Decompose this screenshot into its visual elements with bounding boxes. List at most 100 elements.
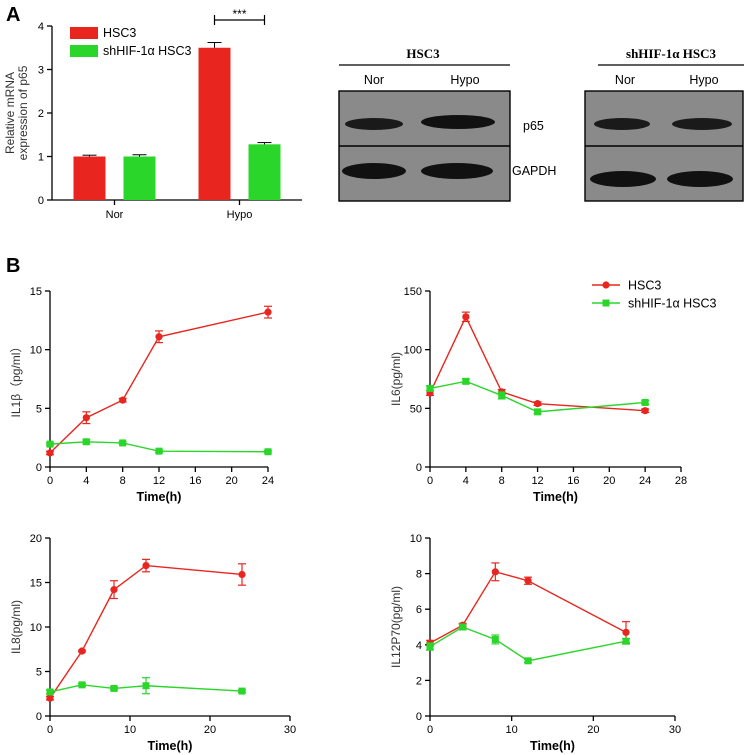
y-axis-label: Relative mRNAexpression of p65	[3, 65, 30, 160]
y-tick-label: 0	[38, 195, 44, 207]
blot-title-hsc3: HSC3	[406, 46, 440, 61]
x-tick-label: 24	[639, 475, 651, 487]
chart-il12: 0 2 4 6 8 10 IL12P70(pg/ml) 0 10 20 30 Time(h)	[389, 533, 681, 753]
data-point	[524, 577, 532, 585]
data-point	[622, 628, 630, 636]
legend-label: HSC3	[628, 279, 661, 293]
band-p65-hypo-2	[672, 118, 732, 130]
x-tick-label: 16	[189, 475, 201, 487]
y-axis-label-line: IL8(pg/ml)	[9, 600, 23, 654]
y-tick-label: 3	[38, 65, 44, 77]
x-tick-label: 10	[506, 724, 518, 736]
x-tick-label: 24	[262, 475, 274, 487]
data-point	[426, 384, 434, 392]
panel-label-b: B	[6, 255, 20, 277]
data-point	[462, 377, 470, 385]
blot-lane-nor: Nor	[364, 73, 384, 87]
data-point	[155, 447, 163, 455]
data-point	[533, 400, 542, 408]
band-label-gapdh: GAPDH	[512, 164, 556, 178]
x-tick-label: 4	[463, 475, 469, 487]
y-tick-label: 0	[416, 462, 422, 474]
y-tick-label: 1	[38, 152, 44, 164]
blot-lane-nor-2: Nor	[615, 73, 635, 87]
x-tick-label: 8	[499, 475, 505, 487]
y-tick-label: 20	[30, 533, 42, 545]
panel-label-a: A	[6, 4, 20, 26]
legend-marker	[602, 281, 610, 289]
x-tick-label: 10	[124, 724, 136, 736]
x-tick-label: 20	[226, 475, 238, 487]
bar	[198, 47, 231, 200]
x-axis-label: Time(h)	[137, 490, 182, 504]
y-tick-label: 150	[404, 286, 422, 298]
x-tick-label: Nor	[106, 209, 124, 221]
data-point	[110, 684, 118, 692]
x-tick-label: 20	[587, 724, 599, 736]
y-tick-label: 2	[416, 675, 422, 687]
x-axis-label: Time(h)	[530, 739, 575, 753]
legend-swatch	[70, 45, 98, 57]
western-blot-shhif: shHIF-1α HSC3 Nor Hypo	[584, 46, 744, 202]
y-tick-label: 0	[36, 711, 42, 723]
band-gapdh-hypo	[421, 163, 493, 179]
y-tick-label: 5	[36, 403, 42, 415]
data-point	[82, 414, 90, 422]
y-tick-label: 10	[30, 622, 42, 634]
x-tick-label: 30	[669, 724, 681, 736]
data-point	[264, 448, 272, 456]
data-point	[264, 308, 272, 316]
y-axis-label: IL12P70(pg/ml)	[389, 586, 403, 668]
y-tick-label: 4	[38, 21, 44, 33]
data-point	[524, 657, 532, 665]
y-tick-label: 100	[404, 345, 422, 357]
x-tick-label: 0	[427, 724, 433, 736]
y-tick-label: 10	[30, 345, 42, 357]
x-tick-label: 16	[567, 475, 579, 487]
y-axis-label: IL1β（pg/ml）	[9, 341, 23, 418]
x-axis-label: Time(h)	[148, 739, 193, 753]
blot-lane-hypo-2: Hypo	[689, 73, 718, 87]
y-axis-label-line: expression of p65	[16, 65, 30, 160]
data-point	[641, 407, 649, 415]
legend-label: shHIF-1α HSC3	[628, 297, 717, 311]
x-tick-label: 12	[531, 475, 543, 487]
data-point	[534, 408, 542, 416]
data-point	[119, 396, 127, 404]
x-tick-label: 20	[204, 724, 216, 736]
x-tick-label: 0	[47, 724, 53, 736]
data-point	[46, 694, 54, 702]
data-point	[78, 681, 86, 689]
x-tick-label: 0	[427, 475, 433, 487]
y-axis-label-line: Relative mRNA	[3, 72, 17, 154]
y-axis-label-line: IL1β（pg/ml）	[9, 341, 23, 418]
y-tick-label: 15	[30, 286, 42, 298]
data-point	[78, 647, 86, 655]
x-tick-label: 4	[83, 475, 89, 487]
western-blot-hsc3: HSC3 Nor Hypo	[338, 46, 511, 202]
data-point	[641, 398, 649, 406]
series-line	[429, 380, 646, 413]
data-point	[238, 687, 246, 695]
data-point	[46, 440, 54, 448]
data-point	[155, 333, 163, 341]
y-axis-label-line: IL6(pg/ml)	[389, 352, 403, 406]
y-tick-label: 10	[410, 533, 422, 545]
data-point	[142, 561, 150, 570]
y-tick-label: 5	[36, 667, 42, 679]
x-tick-label: 0	[47, 475, 53, 487]
data-point	[119, 439, 127, 447]
chart-il6: 0 50 100 150 IL6(pg/ml) 0 4 8 12 16 20 24 28 Time(h) H…	[389, 279, 717, 505]
x-tick-label: 28	[675, 475, 687, 487]
series-line	[429, 315, 646, 412]
data-point	[491, 635, 499, 643]
y-tick-label: 6	[416, 604, 422, 616]
data-point	[142, 682, 150, 690]
bar	[123, 156, 156, 200]
series-line	[429, 626, 627, 662]
band-gapdh-hypo-2	[667, 171, 733, 187]
bar	[73, 156, 106, 200]
chart-bar: 0 1 2 3 4 Relative mRNAexpression of p65 Nor Hy…	[3, 7, 302, 221]
data-point	[462, 313, 470, 321]
